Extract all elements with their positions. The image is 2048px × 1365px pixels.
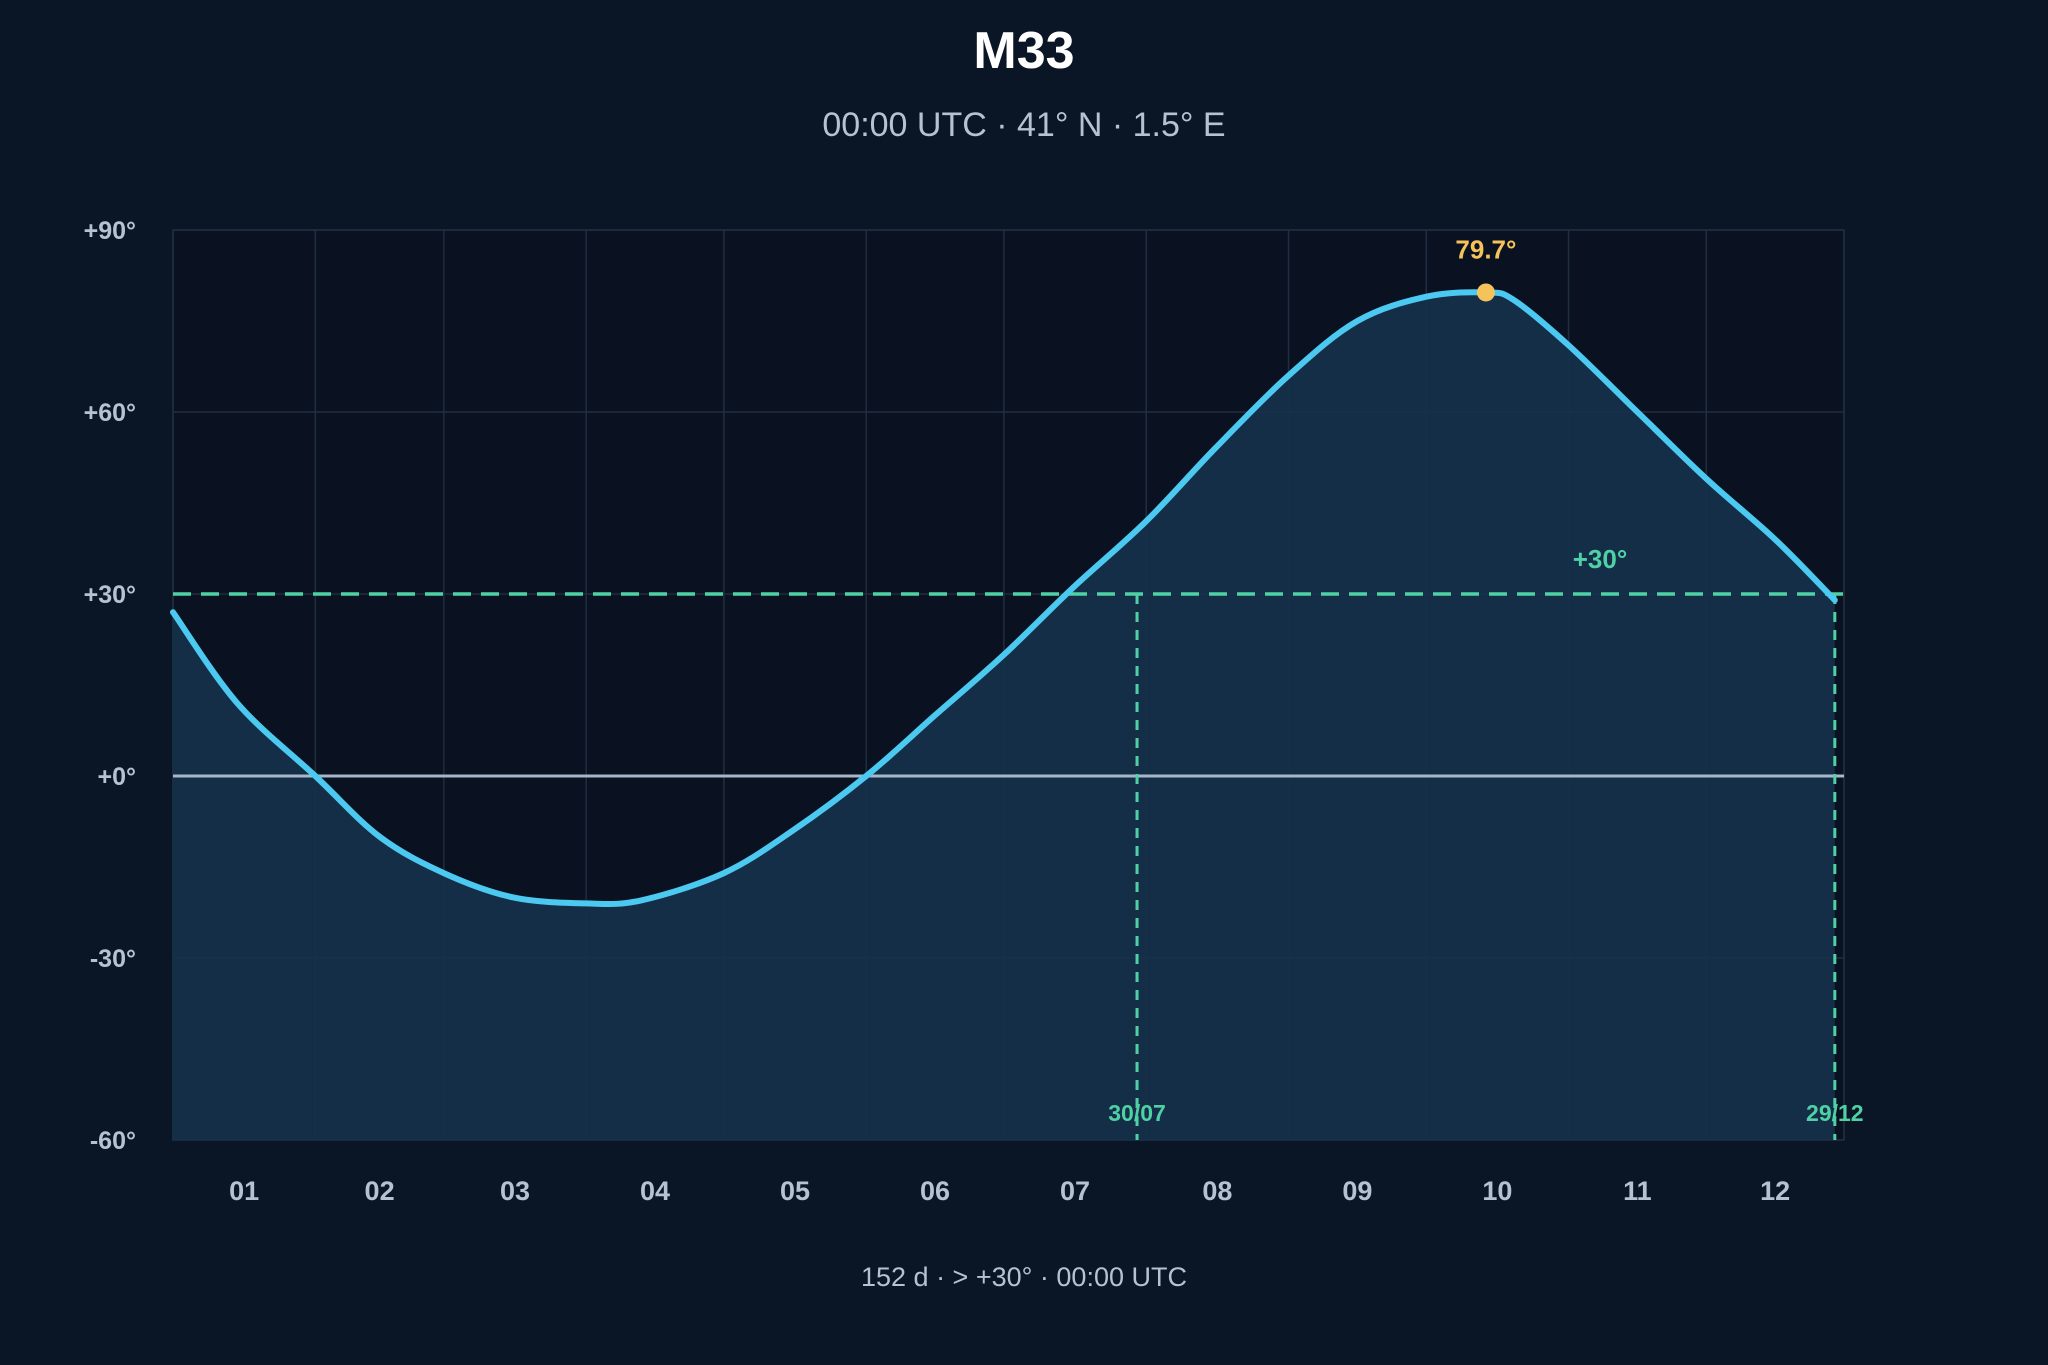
altitude-area [173, 292, 1835, 1140]
threshold-label: +30° [1573, 544, 1628, 574]
y-axis-ticks: -60° -30° +0° +30° +60° +90° [84, 217, 136, 1155]
crossing-labels: 30/07 29/12 [1108, 1100, 1863, 1126]
y-tick-label: +90° [84, 217, 136, 245]
x-tick-label: 01 [229, 1176, 259, 1206]
x-tick-label: 11 [1623, 1176, 1652, 1206]
x-tick-label: 04 [640, 1176, 670, 1206]
y-tick-label: +30° [84, 581, 136, 609]
peak-label: 79.7° [1455, 234, 1516, 264]
x-tick-label: 07 [1060, 1176, 1090, 1206]
altitude-curve [170, 289, 1838, 907]
y-tick-label: -60° [90, 1127, 136, 1155]
chart-title: M33 [973, 22, 1074, 80]
crossing-label: 30/07 [1108, 1100, 1166, 1126]
x-tick-label: 12 [1760, 1176, 1790, 1206]
y-tick-label: +60° [84, 399, 136, 427]
y-tick-label: -30° [90, 945, 136, 973]
crossing-label: 29/12 [1806, 1100, 1864, 1126]
x-tick-label: 03 [500, 1176, 530, 1206]
x-tick-label: 05 [780, 1176, 810, 1206]
x-axis-ticks: 01 02 03 04 05 06 07 08 09 10 11 12 [229, 1176, 1790, 1206]
chart-subtitle: 00:00 UTC · 41° N · 1.5° E [822, 106, 1225, 144]
crossing-lines [1135, 594, 1837, 1140]
y-tick-label: +0° [97, 763, 136, 791]
x-tick-label: 08 [1202, 1176, 1232, 1206]
peak-marker [1476, 283, 1495, 302]
x-tick-label: 06 [920, 1176, 950, 1206]
x-tick-label: 02 [365, 1176, 395, 1206]
x-tick-label: 10 [1482, 1176, 1512, 1206]
x-tick-label: 09 [1342, 1176, 1372, 1206]
chart-footer: 152 d · > +30° · 00:00 UTC [861, 1262, 1187, 1292]
